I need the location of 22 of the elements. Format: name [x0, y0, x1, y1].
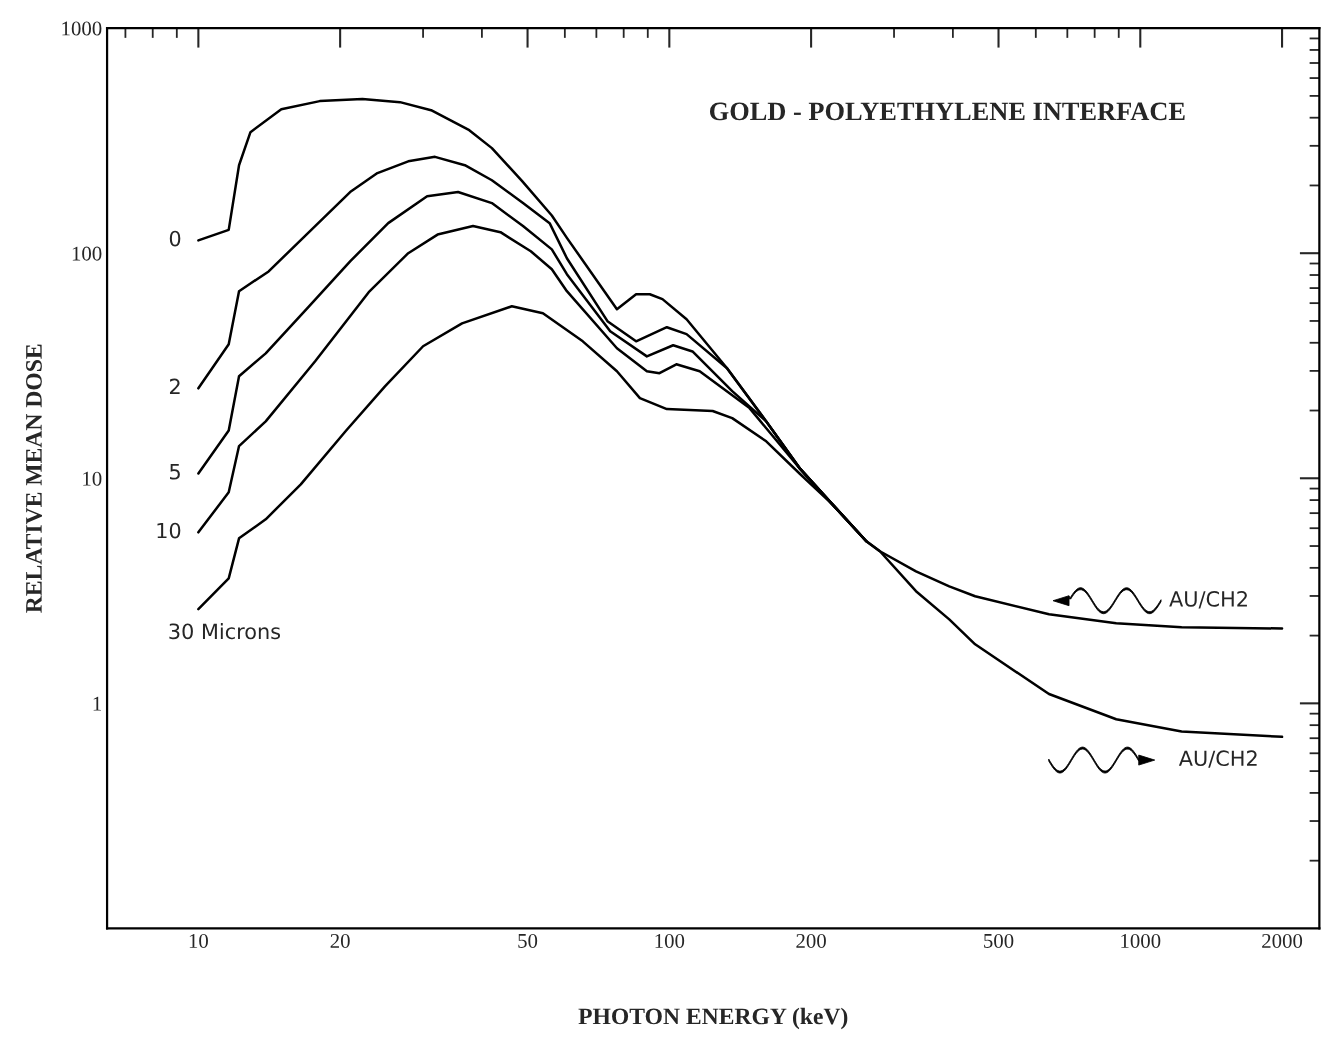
y-tick-label: 1000: [62, 21, 102, 36]
y-tick-label: 10: [83, 471, 102, 486]
x-tick-label: 1000: [1121, 933, 1161, 948]
series-label: 30 Microns: [169, 623, 281, 640]
x-axis-title: PHOTON ENERGY (keV): [578, 1007, 848, 1030]
x-tick-label: 2000: [1262, 933, 1303, 948]
x-tick-label: 200: [796, 933, 826, 948]
series-label: 2: [169, 378, 180, 395]
series-label: 0: [169, 230, 181, 247]
x-tick-label: 10: [189, 933, 208, 948]
series-label: 10: [157, 522, 181, 539]
y-tick-label: 1: [93, 696, 101, 711]
series-label: 5: [170, 464, 180, 480]
x-tick-label: 100: [655, 933, 685, 948]
x-tick-label: 500: [984, 933, 1014, 948]
x-tick-label: 50: [518, 933, 538, 948]
y-axis-title: RELATIVE MEAN DOSE: [26, 344, 42, 613]
text: GOLD - POLYETHYLENE INTERFACE: [709, 102, 1185, 121]
y-tick-label: 100: [72, 246, 102, 261]
annotation: AU/CH2: [1169, 591, 1247, 609]
annotation: AU/CH2: [1178, 750, 1257, 768]
x-tick-label: 20: [330, 933, 350, 948]
